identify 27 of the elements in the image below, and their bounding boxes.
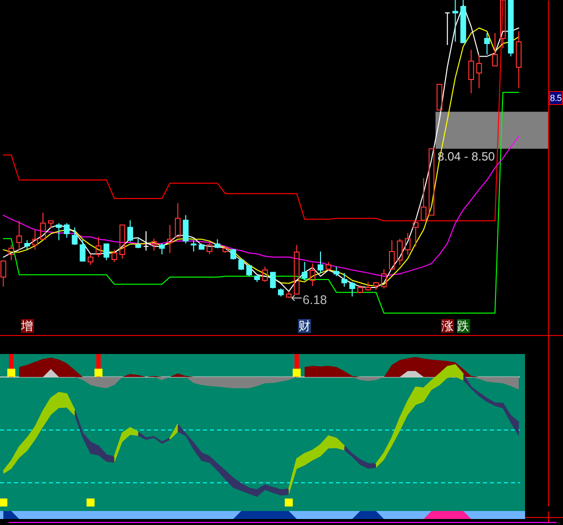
candlestick — [484, 32, 490, 56]
candlestick — [174, 202, 181, 238]
text: 财 — [298, 319, 312, 333]
candlestick — [294, 244, 300, 295]
candlestick — [516, 30, 522, 89]
candlestick — [492, 32, 498, 66]
candlestick — [444, 12, 450, 46]
candlestick — [16, 220, 22, 250]
candlestick — [476, 54, 482, 89]
candlestick — [436, 84, 442, 110]
candlestick — [468, 49, 474, 94]
candlestick — [166, 224, 173, 254]
candlestick — [80, 240, 86, 262]
text: 涨 — [440, 319, 454, 333]
candlestick — [428, 148, 434, 216]
annotation: 6.18 — [302, 292, 328, 307]
candlestick — [0, 260, 6, 288]
text: 8.5 — [549, 91, 563, 105]
candlestick — [500, 0, 506, 49]
candlestick — [508, 0, 514, 57]
candlestick — [420, 178, 426, 221]
text: 跌 — [456, 319, 470, 333]
candlestick — [452, 0, 458, 42]
candlestick — [190, 240, 197, 252]
candlestick — [48, 220, 54, 228]
candlestick — [460, 0, 466, 44]
text: 增 — [20, 319, 34, 333]
